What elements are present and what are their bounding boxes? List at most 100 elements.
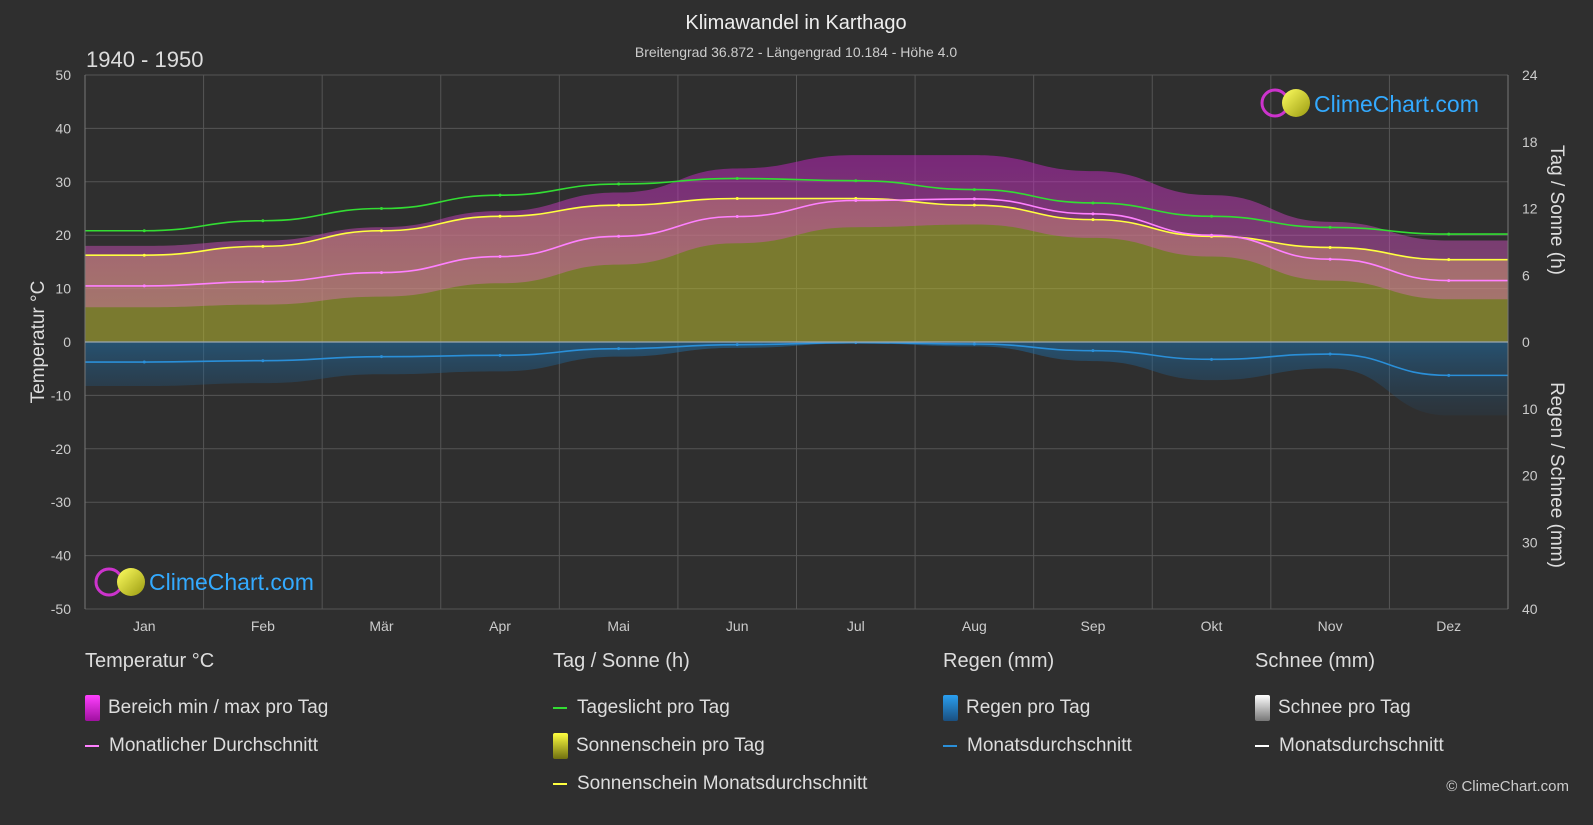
daylight-line-icon [553,707,567,709]
legend-title: Schnee (mm) [1255,650,1376,672]
temp-avg-line-point [617,234,621,238]
rain-avg-line-point [1328,352,1332,356]
temp-avg-line-point [1447,279,1451,283]
temperature-range-area [85,155,1508,308]
sunshine-avg-line-icon [553,783,567,785]
daylight-line-point [142,229,146,233]
month-tick-label: Jul [847,618,865,634]
daylight-line-point [972,188,976,192]
legend-item: Bereich min / max pro Tag [85,689,328,727]
snow-swatch-icon [1255,695,1270,721]
y-right-bottom-tick-label: 40 [1522,601,1538,617]
month-tick-label: Aug [962,618,987,634]
y-right-top-tick-label: 0 [1522,334,1530,350]
y-left-tick-label: 50 [55,67,71,83]
y-right-top-tick-label: 18 [1522,134,1538,150]
legend-item-label: Monatlicher Durchschnitt [109,735,319,756]
legend-item: Sonnenschein Monatsdurchschnitt [553,765,867,803]
legend-item-label: Monatsdurchschnitt [967,735,1132,756]
legend-item-label: Regen pro Tag [966,697,1091,718]
month-tick-label: Sep [1080,618,1105,634]
month-tick-label: Dez [1436,618,1461,634]
daylight-line-point [1328,225,1332,229]
sunshine-avg-line-point [498,214,502,218]
y-right-bottom-tick-label: 20 [1522,468,1538,484]
daylight-line-point [261,219,265,223]
legend-item-label: Schnee pro Tag [1278,697,1411,718]
daylight-line-point [498,193,502,197]
rain-avg-line-point [735,343,739,347]
sunshine-avg-line-point [261,244,265,248]
rain-avg-line-point [1091,349,1095,353]
y-left-tick-label: 20 [55,227,71,243]
y-right-top-tick-label: 24 [1522,67,1538,83]
daylight-line-point [1447,232,1451,236]
sunshine-avg-line-point [617,203,621,207]
legend-title: Temperatur °C [85,650,215,672]
legend-item-label: Monatsdurchschnitt [1279,735,1444,756]
brand-name-bottom: ClimeChart.com [149,569,314,595]
y-left-tick-label: -10 [51,387,71,403]
temp-avg-line-point [854,198,858,202]
y-right-bottom-tick-label: 30 [1522,534,1538,550]
legend-group-temperature: Temperatur °C Bereich min / max pro Tag … [85,650,328,765]
daylight-line [84,177,1508,235]
rain-swatch-icon [943,695,958,721]
rain-avg-line [85,341,1508,377]
rain-avg-line-point [261,359,265,363]
temp-avg-line-point [1091,212,1095,216]
legend-item-label: Sonnenschein pro Tag [576,735,765,756]
sunshine-swatch-icon [553,733,568,759]
rain-avg-line-icon [943,745,957,747]
legend-item-label: Bereich min / max pro Tag [108,697,329,718]
y-left-label: Temperatur °C [28,281,49,404]
temp-avg-line-point [735,215,739,219]
legend-item-label: Tageslicht pro Tag [577,697,730,718]
brand-logo-bottom[interactable]: ClimeChart.com [94,567,314,597]
logo-sun-icon [117,568,145,596]
sunshine-avg-line-point [735,196,739,200]
sunshine-avg-line-point [379,229,383,233]
daylight-line-point [1091,201,1095,205]
legend-item: Regen pro Tag [943,689,1132,727]
copyright-text[interactable]: © ClimeChart.com [1446,778,1569,795]
y-left-tick-label: -30 [51,494,71,510]
temp-range-swatch-icon [85,695,100,721]
y-left-tick-label: 10 [55,281,71,297]
climate-chart: Klimawandel in Karthago Breitengrad 36.8… [28,12,1567,634]
temp-avg-line-point [498,255,502,259]
legend-group-sun: Tag / Sonne (h) Tageslicht pro Tag Sonne… [553,650,867,803]
daylight-line-point [617,182,621,186]
rain-avg-line-point [498,353,502,357]
month-tick-label: Jun [726,618,749,634]
rain-avg-line-point [379,355,383,359]
y-left-tick-label: 40 [55,120,71,136]
y-right-top-label: Tag / Sonne (h) [1546,145,1567,275]
temp-avg-line-point [1328,257,1332,261]
legend-item: Monatlicher Durchschnitt [85,727,328,765]
temp-avg-line-point [379,271,383,275]
temp-avg-line [84,198,1508,287]
legend-title: Regen (mm) [943,650,1055,672]
y-left-tick-label: 0 [63,334,71,350]
chart-subtitle: Breitengrad 36.872 - Längengrad 10.184 -… [635,44,957,60]
axes: 50 40 30 20 10 0 -10 -20 -30 -40 -50 Jan Feb Mär Apr Ma… [51,67,1538,634]
month-tick-label: Jan [133,618,156,634]
rain-avg-line-point [1210,357,1214,361]
logo-sun-icon [1282,89,1310,117]
sunshine-avg-line [84,197,1508,261]
sunshine-avg-line-point [1091,218,1095,222]
y-left-tick-label: -40 [51,548,71,564]
legend-item: Schnee pro Tag [1255,689,1444,727]
y-left-tick-label: 30 [55,174,71,190]
legend-item: Monatsdurchschnitt [943,727,1132,765]
brand-logo-top[interactable]: ClimeChart.com [1260,88,1479,118]
temp-avg-line-icon [85,745,99,747]
rain-bars [85,342,1508,416]
daylight-line-point [854,179,858,183]
rain-avg-line-point [972,342,976,346]
month-tick-label: Nov [1318,618,1343,634]
y-left-tick-label: -50 [51,601,71,617]
month-tick-label: Mai [607,618,630,634]
period-label: 1940 - 1950 [86,47,203,72]
